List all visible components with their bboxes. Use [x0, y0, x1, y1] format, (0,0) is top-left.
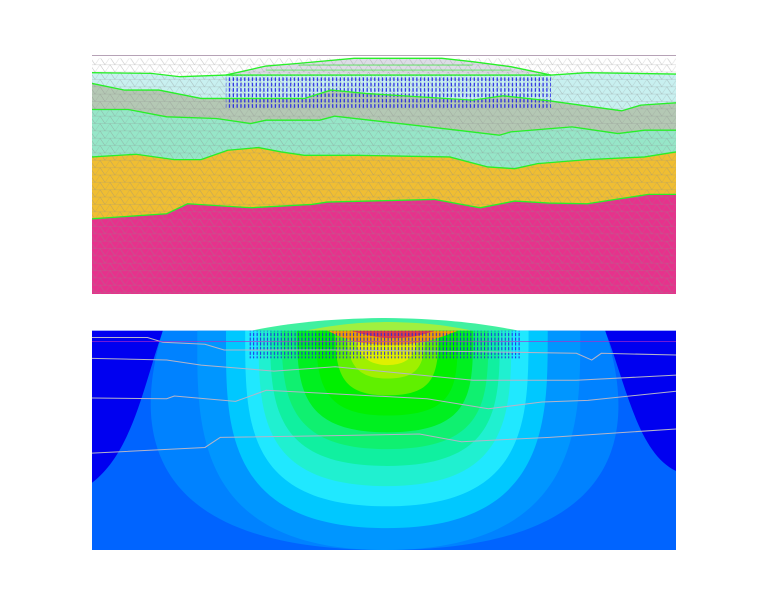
layer-boundaries: [91, 336, 677, 454]
contour-corner-right: [605, 330, 676, 471]
mesh-svg: [91, 54, 677, 295]
dome-inner: [304, 322, 474, 331]
embankment-nodes: [249, 330, 521, 359]
embankment-nodes: [225, 75, 551, 109]
displacement-contour-panel: [91, 318, 677, 550]
layer-boundaries: [91, 57, 677, 220]
contour-svg: [91, 318, 677, 550]
finite-element-mesh-panel: [91, 54, 677, 295]
contour-corner-left: [92, 330, 163, 483]
